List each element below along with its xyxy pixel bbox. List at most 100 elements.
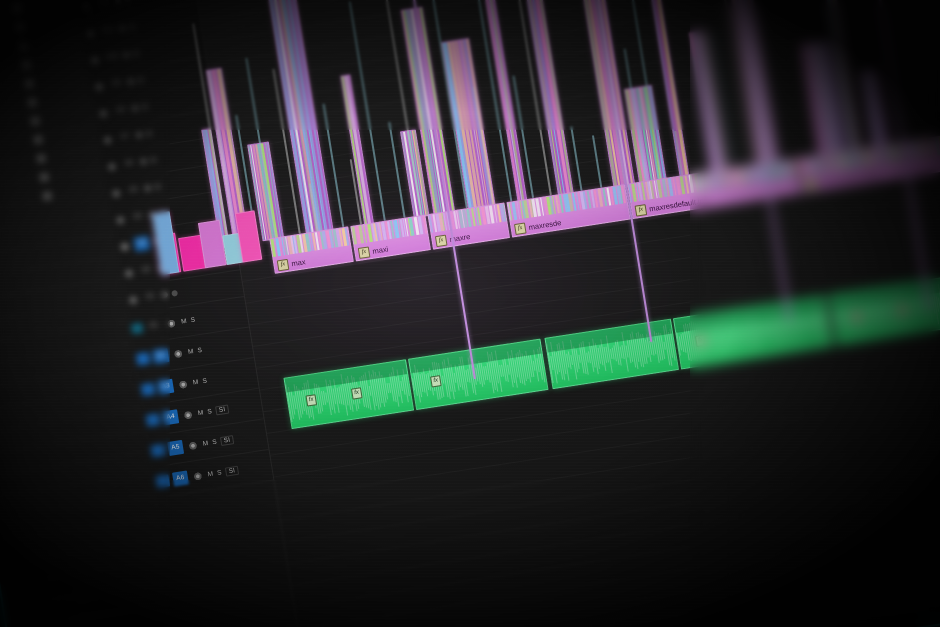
lock-icon[interactable]: [144, 185, 151, 192]
solo-button[interactable]: S: [197, 346, 203, 354]
audio-meter-icon[interactable]: [191, 470, 205, 483]
mute-button[interactable]: M: [202, 439, 209, 447]
sync-lock-icon[interactable]: [150, 157, 157, 164]
track-name-label[interactable]: A3: [157, 379, 174, 395]
rolling-edit-tool-icon[interactable]: [20, 60, 30, 70]
track-select-indicator[interactable]: [131, 323, 143, 335]
audio-meter-icon[interactable]: [171, 347, 185, 360]
mute-button[interactable]: M: [181, 317, 188, 325]
track-name-label[interactable]: A5: [167, 440, 184, 456]
pen-tool-icon[interactable]: [35, 153, 45, 163]
solo-button[interactable]: S: [217, 469, 223, 477]
rate-stretch-tool-icon[interactable]: [23, 78, 33, 88]
monitor-screen-surface: Sequence 01 00:10:07:18 00 00 V12V11V10V…: [0, 0, 940, 627]
track-name-label[interactable]: A2: [152, 348, 169, 364]
track-name-label[interactable]: V4: [129, 209, 146, 225]
track-name-label[interactable]: V2: [138, 262, 155, 278]
solo-button[interactable]: S: [207, 408, 213, 416]
lock-icon[interactable]: [114, 0, 121, 5]
solo-button[interactable]: S: [202, 377, 208, 385]
sync-lock-icon[interactable]: [141, 103, 148, 110]
track-name-label[interactable]: V9: [108, 76, 125, 92]
sync-lock-icon[interactable]: [133, 50, 140, 57]
solo-button[interactable]: S: [190, 316, 196, 324]
mute-button[interactable]: M: [192, 378, 199, 386]
track-select-tool-icon[interactable]: [14, 22, 24, 32]
voiceover-record-button[interactable]: SI: [220, 435, 234, 446]
single-frame-clip[interactable]: [570, 126, 582, 191]
track-name-label[interactable]: A4: [162, 409, 179, 425]
sync-lock-icon[interactable]: [154, 183, 161, 190]
eye-icon[interactable]: [126, 293, 140, 306]
stacked-video-clip[interactable]: [861, 69, 889, 148]
eye-icon[interactable]: [118, 240, 132, 253]
ripple-edit-tool-icon[interactable]: [17, 41, 27, 51]
track-select-indicator[interactable]: [150, 444, 165, 458]
lock-icon[interactable]: [127, 78, 134, 85]
mute-button[interactable]: M: [188, 348, 195, 356]
clip-label: fx maxi: [358, 244, 389, 259]
eye-icon[interactable]: [114, 213, 128, 226]
eye-icon[interactable]: [96, 107, 110, 120]
track-name-label[interactable]: V7: [116, 129, 133, 145]
fx-badge-icon: fx: [514, 223, 527, 236]
track-name-label[interactable]: A1: [146, 318, 163, 334]
eye-icon[interactable]: [92, 80, 106, 93]
lock-icon[interactable]: [123, 51, 130, 58]
track-name-label[interactable]: V6: [121, 156, 138, 172]
eye-icon[interactable]: [101, 133, 115, 146]
audio-fx-badge-icon: fx: [851, 311, 863, 323]
mute-button[interactable]: M: [207, 470, 214, 478]
razor-tool-icon[interactable]: [26, 97, 36, 107]
track-select-indicator[interactable]: [136, 352, 151, 366]
voiceover-record-button[interactable]: SI: [215, 404, 229, 415]
voiceover-record-button[interactable]: SI: [225, 465, 239, 476]
fx-badge-icon: fx: [435, 235, 448, 248]
sync-lock-icon[interactable]: [171, 290, 178, 297]
audio-meter-icon[interactable]: [186, 439, 200, 452]
zoom-tool-icon[interactable]: [41, 191, 51, 201]
clip-name-text: maxresde: [528, 218, 562, 232]
fx-badge-icon: fx: [635, 204, 648, 217]
track-name-label[interactable]: V3: [133, 236, 150, 252]
eye-icon[interactable]: [88, 53, 102, 66]
selection-tool-icon[interactable]: [11, 3, 21, 13]
track-select-indicator[interactable]: [141, 383, 156, 397]
eye-icon[interactable]: [84, 27, 98, 40]
mute-button[interactable]: M: [197, 409, 204, 417]
eye-icon[interactable]: [109, 187, 123, 200]
sync-lock-icon[interactable]: [129, 23, 136, 30]
solo-button[interactable]: S: [212, 438, 218, 446]
audio-fx-badge-icon: fx: [695, 335, 707, 347]
track-select-indicator[interactable]: [146, 413, 161, 427]
lock-icon[interactable]: [131, 105, 138, 112]
eye-icon[interactable]: [79, 0, 93, 13]
track-name-label[interactable]: V1: [142, 289, 159, 305]
sync-lock-icon[interactable]: [137, 77, 144, 84]
audio-clip[interactable]: fx fx: [283, 359, 414, 429]
sync-lock-icon[interactable]: [146, 130, 153, 137]
track-name-label[interactable]: V8: [112, 102, 129, 118]
track-name-label[interactable]: V11: [99, 22, 116, 38]
lock-icon[interactable]: [136, 131, 143, 138]
lock-icon[interactable]: [140, 158, 147, 165]
eye-icon[interactable]: [122, 267, 136, 280]
audio-clip[interactable]: fx: [673, 295, 833, 370]
audio-clip[interactable]: fx: [408, 339, 549, 411]
hand-tool-icon[interactable]: [38, 172, 48, 182]
lock-icon[interactable]: [119, 25, 126, 32]
track-select-indicator[interactable]: [155, 474, 170, 488]
slip-tool-icon[interactable]: [29, 116, 39, 126]
sync-lock-icon[interactable]: [124, 0, 131, 3]
eye-icon[interactable]: [105, 160, 119, 173]
track-name-label[interactable]: V5: [125, 182, 142, 198]
track-name-label[interactable]: A6: [172, 471, 189, 487]
lock-icon[interactable]: [161, 291, 168, 298]
audio-meter-icon[interactable]: [176, 378, 190, 391]
audio-meter-icon[interactable]: [181, 408, 195, 421]
track-name-label[interactable]: V12: [95, 0, 112, 12]
audio-meter-icon[interactable]: [165, 317, 179, 330]
track-name-label[interactable]: V10: [103, 49, 120, 65]
slide-tool-icon[interactable]: [32, 135, 42, 145]
audio-clip[interactable]: [544, 319, 679, 390]
